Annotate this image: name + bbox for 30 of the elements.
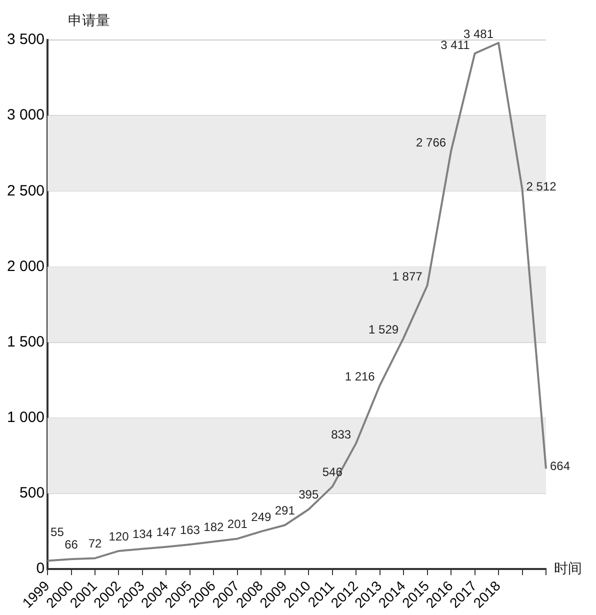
data-label: 1 529 bbox=[368, 322, 399, 336]
data-label: 120 bbox=[108, 529, 130, 544]
data-label: 2 512 bbox=[526, 180, 557, 194]
y-tick-label: 2 000 bbox=[6, 258, 45, 275]
data-label: 1 877 bbox=[392, 270, 423, 284]
data-label: 291 bbox=[274, 503, 296, 518]
data-label: 182 bbox=[204, 520, 224, 534]
y-tick-label: 3 000 bbox=[6, 106, 45, 124]
data-label: 66 bbox=[64, 537, 78, 552]
data-label: 201 bbox=[227, 517, 248, 532]
data-label: 833 bbox=[331, 427, 352, 442]
data-label: 249 bbox=[251, 510, 272, 524]
x-axis-title: 时间 bbox=[554, 560, 582, 576]
data-label: 55 bbox=[50, 525, 64, 540]
data-label: 147 bbox=[156, 525, 177, 540]
data-label: 546 bbox=[322, 464, 343, 479]
y-tick-label: 2 500 bbox=[6, 182, 45, 200]
data-label: 1 216 bbox=[344, 370, 376, 384]
y-axis-title: 申请量 bbox=[68, 12, 110, 28]
data-label: 2 766 bbox=[416, 135, 446, 150]
y-tick-label: 0 bbox=[36, 560, 45, 578]
data-label: 72 bbox=[88, 536, 102, 551]
data-label: 395 bbox=[298, 488, 319, 502]
y-tick-label: 500 bbox=[20, 484, 45, 502]
y-tick-label: 1 000 bbox=[6, 409, 45, 426]
data-label: 163 bbox=[180, 522, 200, 537]
y-tick-label: 3 500 bbox=[6, 31, 45, 48]
data-label: 134 bbox=[132, 527, 153, 542]
data-label: 664 bbox=[550, 459, 570, 474]
y-tick-label: 1 500 bbox=[6, 333, 45, 350]
